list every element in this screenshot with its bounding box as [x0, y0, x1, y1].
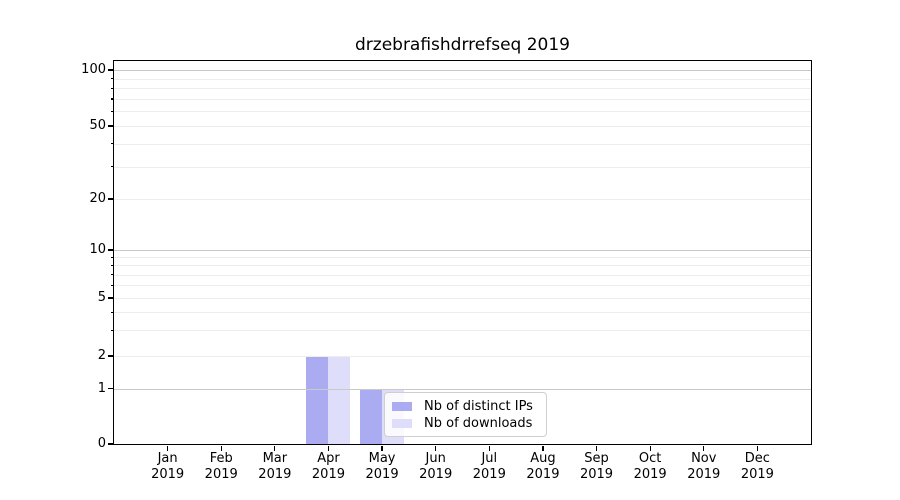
bar-downloads-apr: [328, 356, 351, 444]
x-tick-mark-nov: [703, 445, 705, 451]
gridline-minor-40: [114, 143, 811, 145]
x-tick-year-dec: 2019: [740, 467, 774, 482]
y-tick-mark-0: [107, 443, 113, 445]
gridline-minor-70: [114, 98, 811, 100]
x-tick-year-sep: 2019: [579, 467, 614, 482]
x-tick-label-feb: Feb 2019: [181, 451, 261, 483]
y-minor-tick-mark-40: [110, 143, 113, 145]
legend-entry-distinct-ips: Nb of distinct IPs: [392, 398, 538, 415]
gridline-major-10: [114, 250, 811, 251]
y-tick-mark-50: [107, 125, 113, 127]
x-tick-year-aug: 2019: [526, 467, 560, 482]
x-tick-year-jan: 2019: [151, 467, 185, 482]
y-minor-tick-mark-6: [110, 284, 113, 287]
x-tick-label-dec: Dec 2019: [717, 451, 797, 483]
y-minor-tick-mark-30: [110, 166, 113, 168]
y-minor-tick-mark-80: [110, 87, 113, 89]
y-tick-label-0: 0: [97, 436, 106, 451]
x-tick-year-nov: 2019: [687, 467, 721, 482]
x-tick-mark-aug: [542, 445, 544, 451]
gridline-minor-7: [114, 274, 811, 276]
y-minor-tick-mark-90: [110, 78, 113, 80]
y-minor-tick-mark-3: [110, 329, 113, 332]
bar-distinct-ips-apr: [306, 356, 329, 444]
x-tick-label-oct: Oct 2019: [610, 451, 690, 483]
x-tick-year-oct: 2019: [633, 467, 667, 482]
x-tick-mark-sep: [595, 445, 598, 451]
y-minor-tick-mark-9: [110, 256, 113, 258]
x-tick-year-jul: 2019: [472, 467, 506, 482]
x-tick-mark-jan: [167, 445, 169, 451]
y-tick-mark-100: [107, 69, 113, 71]
x-tick-mark-oct: [649, 445, 651, 451]
y-tick-label-1: 1: [97, 380, 106, 396]
x-tick-mark-feb: [220, 445, 222, 451]
gridline-minor-3: [114, 330, 811, 332]
gridline-minor-50: [114, 126, 811, 127]
y-tick-mark-20: [107, 198, 113, 200]
x-tick-label-sep: Sep 2019: [557, 451, 637, 483]
gridline-minor-80: [114, 88, 811, 90]
x-tick-mark-mar: [274, 445, 276, 451]
y-tick-mark-10: [107, 249, 113, 251]
plot-area: Nb of distinct IPs Nb of downloads: [114, 61, 811, 444]
x-tick-mark-apr: [327, 445, 330, 451]
x-tick-label-jun: Jun 2019: [396, 451, 476, 483]
x-tick-label-mar: Mar 2019: [235, 451, 315, 483]
y-tick-label-20: 20: [89, 191, 106, 206]
y-tick-label-10: 10: [89, 242, 106, 257]
legend-entry-downloads: Nb of downloads: [392, 415, 538, 432]
x-tick-year-may: 2019: [365, 467, 399, 482]
x-tick-label-may: May 2019: [342, 451, 422, 483]
gridline-minor-2: [114, 356, 811, 357]
legend-swatch-downloads: [392, 419, 412, 428]
legend: Nb of distinct IPs Nb of downloads: [384, 392, 547, 437]
x-tick-year-feb: 2019: [204, 467, 238, 482]
gridline-major-1: [114, 388, 811, 390]
y-minor-tick-mark-8: [110, 264, 113, 267]
x-tick-mark-may: [381, 445, 383, 451]
x-tick-year-mar: 2019: [258, 467, 292, 482]
x-tick-mark-jun: [435, 445, 437, 451]
gridline-minor-90: [114, 78, 811, 80]
x-tick-label-jan: Jan 2019: [128, 451, 208, 483]
gridline-minor-20: [114, 199, 811, 200]
x-tick-mark-dec: [756, 445, 758, 451]
x-tick-label-nov: Nov 2019: [664, 451, 744, 483]
y-tick-label-100: 100: [81, 62, 106, 77]
gridline-minor-9: [114, 257, 811, 259]
y-tick-label-5: 5: [97, 290, 106, 305]
y-tick-label-2: 2: [97, 348, 106, 363]
legend-label-downloads: Nb of downloads: [424, 416, 533, 431]
gridline-minor-8: [114, 265, 811, 267]
y-tick-label-50: 50: [89, 118, 106, 133]
gridline-minor-60: [114, 111, 811, 113]
gridline-major-100: [114, 70, 811, 71]
gridline-minor-30: [114, 166, 811, 168]
y-minor-tick-mark-4: [110, 311, 113, 313]
chart-title: drzebrafishdrrefseq 2019: [354, 35, 570, 55]
gridline-minor-4: [114, 312, 811, 314]
y-tick-mark-5: [107, 297, 113, 299]
legend-label-distinct-ips: Nb of distinct IPs: [424, 399, 533, 414]
y-tick-mark-2: [107, 355, 113, 357]
y-minor-tick-mark-7: [110, 274, 113, 276]
x-tick-label-jul: Jul 2019: [449, 451, 529, 483]
x-tick-label-apr: Apr 2019: [288, 451, 368, 483]
x-tick-mark-jul: [488, 445, 490, 451]
x-tick-label-aug: Aug 2019: [503, 451, 583, 483]
y-minor-tick-mark-60: [110, 110, 113, 112]
y-tick-mark-1: [107, 387, 113, 390]
bar-distinct-ips-may: [360, 388, 383, 444]
x-tick-year-apr: 2019: [311, 467, 345, 482]
legend-swatch-distinct-ips: [392, 402, 412, 411]
y-minor-tick-mark-70: [110, 98, 113, 100]
gridline-minor-6: [114, 285, 811, 287]
x-tick-year-jun: 2019: [419, 467, 453, 482]
gridline-minor-5: [114, 298, 811, 299]
